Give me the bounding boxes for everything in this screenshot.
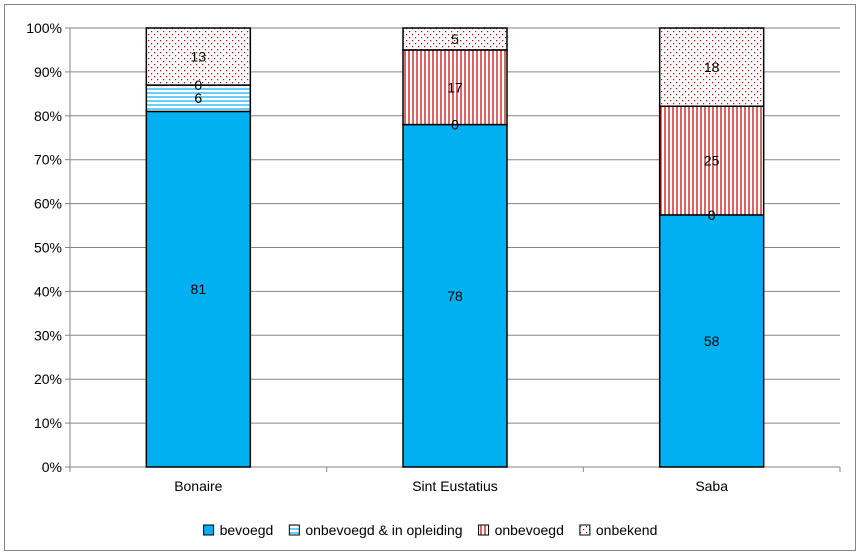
y-tick-label: 10% <box>34 415 62 431</box>
bar-segment-bevoegd <box>145 110 252 468</box>
legend-item: onbevoegd <box>478 522 564 538</box>
legend-item: bevoegd <box>203 522 274 538</box>
x-tick-label: Sint Eustatius <box>412 478 498 494</box>
y-tick-label: 60% <box>34 196 62 212</box>
x-tick-label: Saba <box>695 478 728 494</box>
x-tick-label: Bonaire <box>174 478 222 494</box>
legend-label: onbevoegd & in opleiding <box>305 522 462 538</box>
data-label: 0 <box>708 207 716 223</box>
bars <box>145 27 765 468</box>
data-label: 13 <box>191 49 207 65</box>
y-tick-label: 30% <box>34 327 62 343</box>
y-tick-label: 20% <box>34 371 62 387</box>
legend-label: onbevoegd <box>495 522 564 538</box>
y-tick-label: 80% <box>34 108 62 124</box>
legend-swatch <box>478 524 490 536</box>
bar-segment-bevoegd <box>658 214 765 468</box>
bar-segment-onbekend <box>658 27 765 107</box>
data-label: 58 <box>704 333 720 349</box>
legend-swatch <box>579 524 591 536</box>
legend-label: bevoegd <box>220 522 274 538</box>
bar-segment-onbekend <box>402 27 508 51</box>
data-label: 18 <box>704 59 720 75</box>
legend: bevoegd onbevoegd & in opleiding onbevoegd… <box>203 522 658 538</box>
data-label: 17 <box>447 79 463 95</box>
legend-swatch <box>288 524 300 536</box>
data-label: 0 <box>194 77 202 93</box>
bar-segment-onbevoegd-in-opleiding <box>145 84 252 113</box>
axes: 0% 10% 20% 30% 40% 50% 60% 70% 80% 90% 100% Bonaire… <box>26 20 841 494</box>
data-label: 81 <box>191 281 207 297</box>
y-tick-label: 100% <box>26 20 62 36</box>
legend-swatch <box>203 524 215 536</box>
y-tick-label: 40% <box>34 283 62 299</box>
data-label: 25 <box>704 153 720 169</box>
bar-segment-bevoegd <box>402 123 508 468</box>
data-label: 0 <box>451 117 459 133</box>
y-tick-label: 70% <box>34 152 62 168</box>
y-tick-label: 90% <box>34 64 62 80</box>
data-label: 5 <box>451 31 459 47</box>
bar-segment-onbevoegd <box>658 105 765 216</box>
bar-segment-onbekend <box>145 27 252 86</box>
y-tick-label: 0% <box>42 459 62 475</box>
data-label: 6 <box>194 90 202 106</box>
legend-item: onbevoegd & in opleiding <box>288 522 463 538</box>
legend-label: onbekend <box>596 522 658 538</box>
data-label: 78 <box>447 288 463 304</box>
legend-item: onbekend <box>579 522 658 538</box>
y-tick-label: 50% <box>34 240 62 256</box>
